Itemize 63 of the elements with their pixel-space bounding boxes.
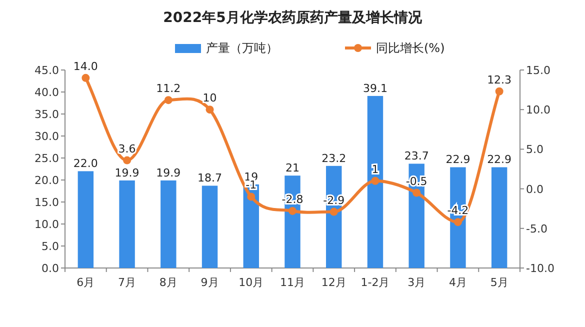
y-tick-label: 0.0 <box>42 262 59 275</box>
y2-tick-label: 0.0 <box>526 182 544 196</box>
point <box>412 188 421 197</box>
y2-tick-label: 10.0 <box>526 104 550 117</box>
data-label: 10 <box>202 92 217 105</box>
data-label: 19.9 <box>156 166 181 180</box>
point <box>123 156 132 164</box>
chart-title: 2022年5月化学农药原药产量及增长情况 <box>163 9 423 26</box>
x-tick-label: 4月 <box>448 276 467 289</box>
y2-tick-label: -5.0 <box>526 222 548 236</box>
x-tick-label: 10月 <box>238 276 264 289</box>
x-tick-label: 9月 <box>200 276 219 289</box>
x-tick-label: 11月 <box>280 276 305 289</box>
point <box>371 176 380 185</box>
y-tick-label: 45.0 <box>34 64 59 77</box>
x-tick-label: 8月 <box>159 276 178 289</box>
y2-tick-label: 15.0 <box>526 64 550 77</box>
data-label: 18.7 <box>198 172 222 185</box>
bar <box>160 180 176 268</box>
x-tick-label: 5月 <box>490 276 508 289</box>
point <box>164 96 172 104</box>
data-label: 39.1 <box>362 82 388 95</box>
point <box>288 206 296 215</box>
bar <box>119 180 135 268</box>
point <box>330 208 338 216</box>
point <box>454 218 462 226</box>
data-label: 21 <box>286 162 300 175</box>
y-tick-label: 5.0 <box>42 240 59 253</box>
y-tick-label: 15.0 <box>34 196 59 209</box>
x-tick-label: 7月 <box>118 276 136 289</box>
y-tick-label: 20.0 <box>34 174 59 187</box>
data-label: 19.9 <box>114 166 140 180</box>
x-tick-label: 3月 <box>408 276 426 289</box>
data-label: 23.7 <box>404 150 429 163</box>
data-label: 23.2 <box>322 152 346 165</box>
y2-tick-label: 5.0 <box>526 143 544 156</box>
y-tick-label: 30.0 <box>34 130 59 143</box>
y2-tick-label: -10.0 <box>526 262 554 275</box>
data-label: 22.9 <box>487 153 512 166</box>
bar <box>202 186 218 268</box>
y-tick-label: 10.0 <box>34 218 59 231</box>
y-tick-label: 35.0 <box>34 108 59 121</box>
data-label: 22.0 <box>73 157 98 170</box>
x-tick-label: 6月 <box>76 276 95 289</box>
data-label: 14.0 <box>73 60 98 73</box>
legend-label: 产量（万吨） <box>206 41 278 55</box>
data-label: 1 <box>372 162 379 176</box>
point <box>247 192 256 201</box>
bar <box>367 96 384 268</box>
data-label: 22.9 <box>446 153 470 166</box>
x-tick-label: 12月 <box>321 276 346 289</box>
data-label: 11.2 <box>156 82 181 96</box>
data-label: 12.3 <box>487 73 512 86</box>
bar <box>491 167 508 268</box>
y-tick-label: 25.0 <box>34 152 59 165</box>
y-tick-label: 40.0 <box>34 86 59 99</box>
point <box>495 87 504 96</box>
x-tick-label: 1-2月 <box>360 276 390 289</box>
data-label: 3.6 <box>118 142 136 156</box>
bar <box>78 171 94 268</box>
point <box>82 74 90 82</box>
legend-label: 同比增长(%) <box>376 41 445 55</box>
point <box>206 106 214 114</box>
